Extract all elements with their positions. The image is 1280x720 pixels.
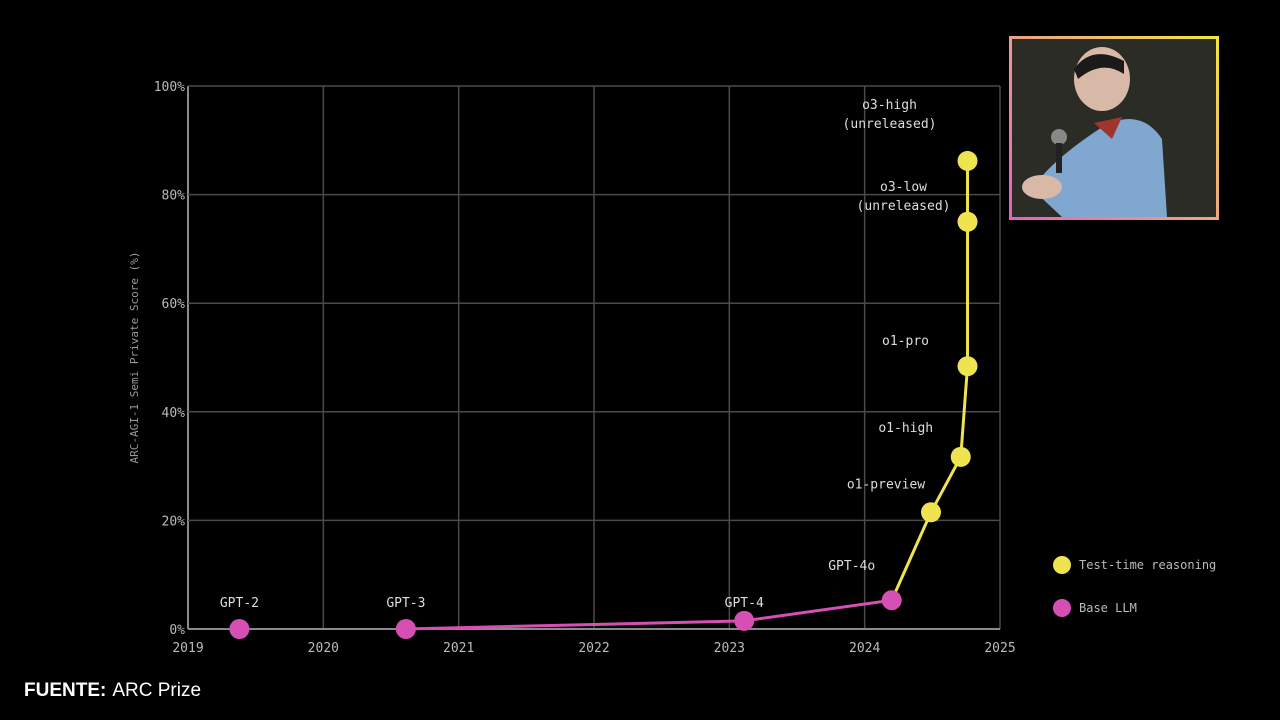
speaker-image bbox=[1012, 39, 1216, 217]
data-point bbox=[229, 619, 250, 639]
data-point bbox=[957, 356, 978, 377]
legend-label: Test-time reasoning bbox=[1079, 558, 1216, 572]
data-point bbox=[957, 211, 978, 232]
data-label: o3-high (unreleased) bbox=[843, 98, 937, 132]
data-label: GPT-2 bbox=[220, 596, 259, 611]
source-text: ARC Prize bbox=[112, 680, 202, 701]
data-point bbox=[734, 610, 755, 631]
x-tick-label: 2019 bbox=[172, 641, 203, 656]
y-tick-label: 0% bbox=[169, 623, 185, 638]
source-caption: FUENTE: ARC Prize bbox=[24, 680, 201, 702]
data-point bbox=[395, 619, 416, 639]
y-axis-label: ARC-AGI-1 Semi Private Score (%) bbox=[128, 252, 141, 464]
y-tick-label: 80% bbox=[162, 189, 186, 204]
x-tick-label: 2022 bbox=[578, 641, 609, 656]
x-tick-label: 2020 bbox=[308, 641, 339, 656]
data-label: GPT-4o bbox=[828, 559, 875, 574]
base-llm-line bbox=[405, 598, 892, 631]
y-tick-label: 60% bbox=[162, 297, 186, 312]
legend-label: Base LLM bbox=[1079, 601, 1137, 615]
source-label: FUENTE: bbox=[24, 680, 107, 701]
x-tick-label: 2025 bbox=[984, 641, 1015, 656]
data-label: GPT-4 bbox=[725, 596, 764, 611]
data-label: o1-preview bbox=[847, 477, 925, 492]
data-label: o1-high bbox=[878, 421, 933, 436]
x-tick-label: 2024 bbox=[849, 641, 880, 656]
data-label: GPT-3 bbox=[386, 596, 425, 611]
x-tick-label: 2021 bbox=[443, 641, 474, 656]
data-point bbox=[950, 446, 971, 467]
x-tick-label: 2023 bbox=[714, 641, 745, 656]
speaker-video-overlay bbox=[1009, 36, 1219, 220]
data-point bbox=[881, 590, 902, 611]
data-label: o3-low (unreleased) bbox=[857, 180, 951, 214]
legend-marker bbox=[1053, 556, 1071, 574]
y-tick-label: 100% bbox=[154, 80, 185, 95]
data-point bbox=[920, 502, 941, 523]
data-label: o1-pro bbox=[882, 334, 929, 349]
data-point bbox=[957, 150, 978, 171]
y-tick-label: 40% bbox=[162, 406, 186, 421]
test-time-line bbox=[890, 160, 970, 601]
y-tick-label: 20% bbox=[162, 514, 186, 529]
legend-marker bbox=[1053, 599, 1071, 617]
